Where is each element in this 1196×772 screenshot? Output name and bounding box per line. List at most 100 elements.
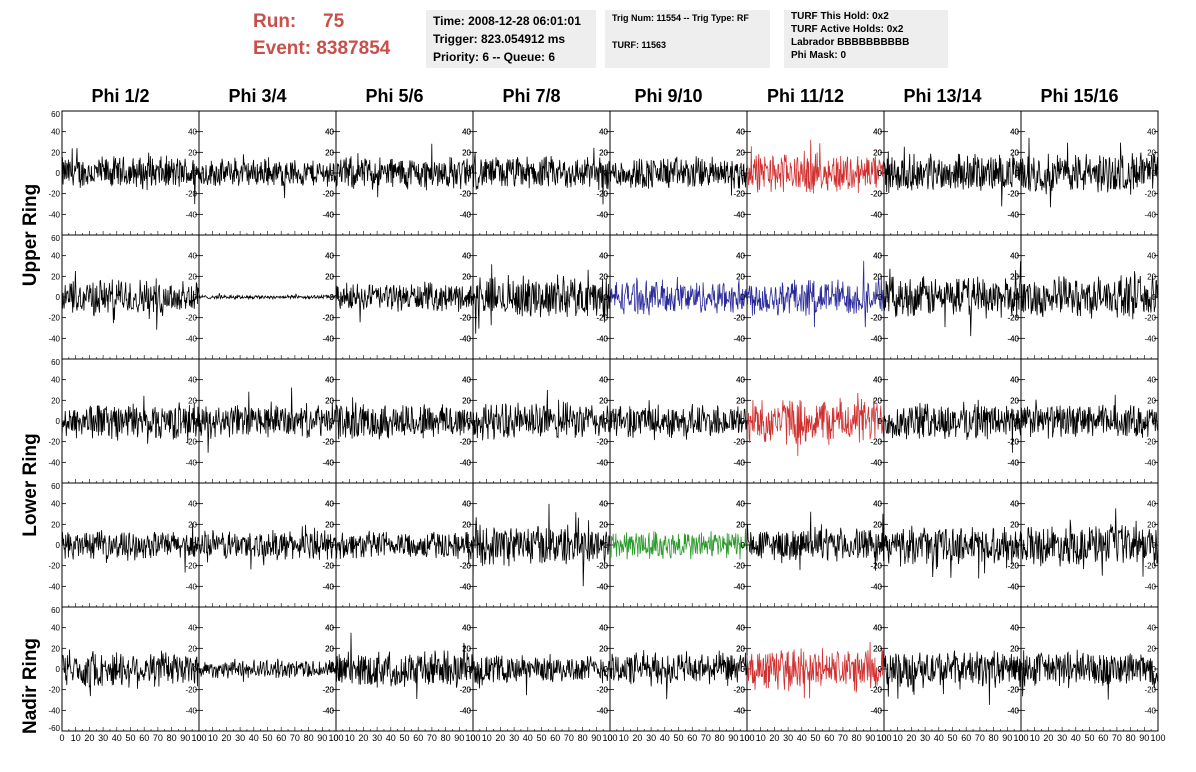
y-tick-label: 20 [1010,644,1019,653]
panel-frame [746,234,885,360]
column-title-phi-5-6: Phi 5/6 [365,86,424,106]
x-tick-label: 30 [372,733,382,743]
y-tick-label: 40 [1010,128,1019,137]
y-tick-label: 20 [873,396,882,405]
y-tick-label: 20 [873,520,882,529]
y-tick-label: 20 [325,520,334,529]
y-tick-label: 20 [736,272,745,281]
waveform-trace [1020,508,1159,577]
x-tick-label: 20 [1043,733,1053,743]
y-tick-label: 40 [188,376,197,385]
y-tick-label: -60 [48,724,60,733]
y-tick-label: 0 [1152,169,1157,178]
waveform-trace [746,511,885,571]
y-tick-label: -40 [870,582,882,591]
x-tick-label: 70 [153,733,163,743]
y-tick-label: 40 [736,252,745,261]
y-tick-label: 40 [736,252,745,261]
y-tick-label: 0 [467,417,472,426]
y-tick-label: 0 [604,541,609,550]
y-tick-label: -40 [733,582,745,591]
y-tick-label: 40 [873,128,882,137]
x-tick-label: 100 [1150,733,1165,743]
y-tick-label: 40 [325,624,334,633]
y-tick-label: 40 [462,252,471,261]
y-tick-label: 0 [1152,541,1157,550]
y-tick-label: -40 [459,706,471,715]
y-tick-label: 20 [1147,644,1156,653]
y-tick-label: -20 [733,562,745,571]
priority-text: Priority: 6 -- Queue: 6 [433,50,556,64]
y-tick-label: 0 [741,417,746,426]
y-tick-label: 60 [51,482,60,491]
y-tick-label: 40 [873,252,882,261]
x-tick-label: 40 [112,733,122,743]
y-tick-label: -40 [185,706,197,715]
x-tick-label: 60 [139,733,149,743]
x-tick-label: 30 [98,733,108,743]
y-tick-label: 40 [1010,624,1019,633]
x-tick-label: 30 [509,733,519,743]
waveform-trace [1020,649,1159,700]
y-tick-label: -40 [1007,706,1019,715]
x-tick-label: 90 [180,733,190,743]
y-tick-label: -20 [459,438,471,447]
y-tick-label: 20 [325,272,334,281]
y-tick-label: 0 [741,417,746,426]
y-tick-label: -40 [733,582,745,591]
column-title-phi-9-10: Phi 9/10 [634,86,703,106]
y-tick-label: -40 [1007,458,1019,467]
y-tick-label: -40 [870,458,882,467]
y-tick-label: -20 [322,686,334,695]
waveform-trace [883,650,1022,705]
y-tick-label: 40 [462,500,471,509]
y-tick-label: 20 [462,520,471,529]
y-tick-label: 40 [1147,128,1156,137]
x-tick-label: 30 [235,733,245,743]
waveform-trace [746,392,885,457]
y-tick-label: 20 [51,272,60,281]
y-tick-label: -40 [870,582,882,591]
y-tick-label: -40 [459,458,471,467]
y-tick-label: -40 [1144,582,1156,591]
y-tick-label: -40 [596,706,608,715]
x-tick-label: 10 [756,733,766,743]
y-tick-label: 40 [599,376,608,385]
y-tick-label: -40 [1007,210,1019,219]
y-tick-label: 20 [1010,148,1019,157]
y-tick-label: -40 [185,582,197,591]
y-tick-label: -20 [185,438,197,447]
y-tick-label: 40 [325,500,334,509]
waveform-trace [198,293,337,301]
y-tick-label: -20 [185,686,197,695]
y-tick-label: 40 [873,500,882,509]
y-tick-label: 20 [462,148,471,157]
x-tick-label: 90 [317,733,327,743]
y-tick-label: 0 [741,541,746,550]
y-tick-label: -20 [870,314,882,323]
y-tick-label: 0 [604,541,609,550]
y-tick-label: -20 [733,438,745,447]
y-tick-label: -20 [1007,190,1019,199]
y-tick-label: -40 [596,458,608,467]
x-tick-label: 60 [550,733,560,743]
y-tick-label: 20 [188,520,197,529]
x-tick-label: 20 [632,733,642,743]
x-tick-label: 50 [125,733,135,743]
y-tick-label: 40 [599,128,608,137]
y-tick-label: -40 [48,210,60,219]
x-tick-label: 0 [470,733,475,743]
waveform-trace [472,653,611,696]
y-tick-label: -20 [596,314,608,323]
column-title-phi-3-4: Phi 3/4 [228,86,287,106]
run-value: 75 [323,11,345,32]
y-tick-label: -20 [459,562,471,571]
x-tick-label: 60 [824,733,834,743]
y-tick-label: 40 [325,624,334,633]
y-tick-label: 40 [188,500,197,509]
y-tick-label: 0 [193,665,198,674]
y-tick-label: 40 [599,624,608,633]
y-tick-label: 20 [51,644,60,653]
y-tick-label: 0 [330,169,335,178]
y-tick-label: 20 [599,644,608,653]
